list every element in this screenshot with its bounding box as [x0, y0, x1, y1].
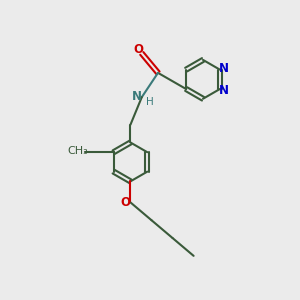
Text: N: N — [132, 90, 142, 103]
Text: O: O — [121, 196, 130, 209]
Text: H: H — [146, 98, 154, 107]
Text: N: N — [219, 84, 229, 97]
Text: N: N — [219, 61, 229, 75]
Text: O: O — [133, 44, 143, 56]
Text: CH₃: CH₃ — [68, 146, 88, 156]
